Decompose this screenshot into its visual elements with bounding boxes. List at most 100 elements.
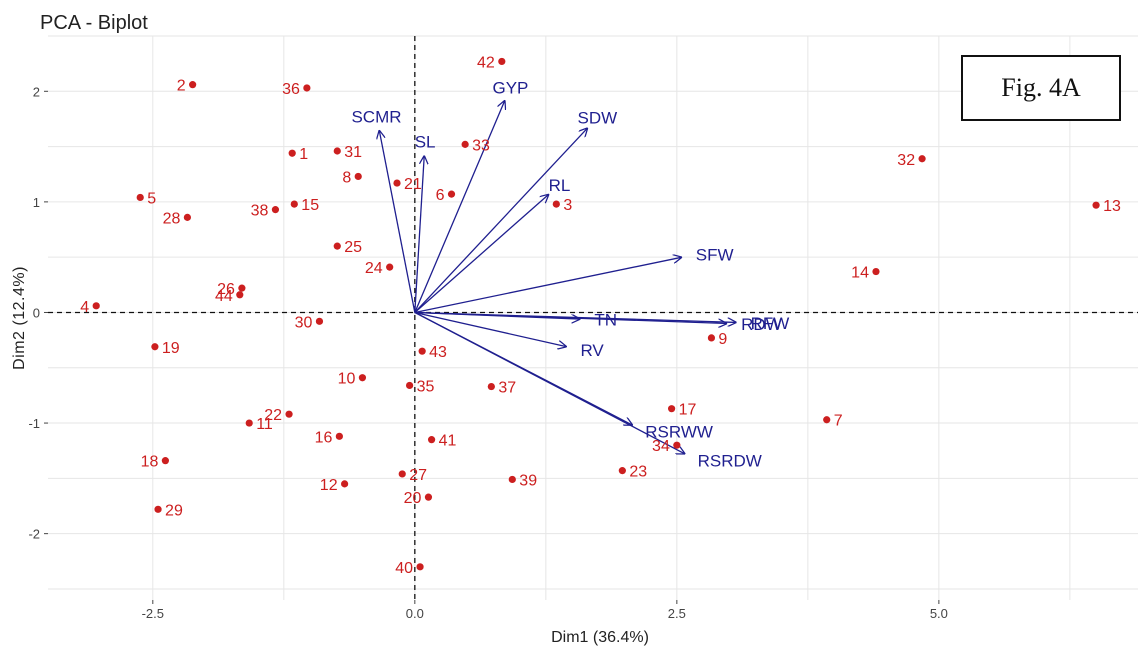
individual-point <box>358 374 367 382</box>
individual-point <box>673 441 681 449</box>
variable-arrow <box>379 130 416 313</box>
individual-point <box>238 284 246 292</box>
variable-label: RV <box>580 341 604 360</box>
variable-arrow <box>414 311 727 323</box>
individual-label: 41 <box>439 433 457 450</box>
individual-label: 42 <box>477 54 495 71</box>
individual-label: 43 <box>429 344 447 361</box>
individual-point <box>823 416 831 424</box>
individual-label: 44 <box>215 288 233 305</box>
x-tick-label: 2.5 <box>668 606 686 621</box>
variable-label: RL <box>549 176 571 195</box>
individual-label: 30 <box>295 314 313 331</box>
variable-arrow <box>414 311 567 346</box>
y-tick-label: 0 <box>33 305 40 320</box>
individual-point <box>151 343 159 351</box>
x-tick-label: -2.5 <box>142 606 164 621</box>
individual-point <box>418 347 426 355</box>
individual-label: 39 <box>519 472 537 489</box>
individual-label: 1 <box>299 146 308 163</box>
individual-point <box>918 155 926 163</box>
individual-label: 6 <box>436 187 445 204</box>
individual-label: 40 <box>395 560 413 577</box>
individual-label: 8 <box>342 169 351 186</box>
individual-label: 24 <box>365 260 383 277</box>
individual-point <box>405 381 414 390</box>
individual-point <box>288 149 296 157</box>
variable-label: RFW <box>751 314 790 333</box>
y-tick-label: -1 <box>28 416 40 431</box>
individual-label: 16 <box>315 429 333 446</box>
individual-label: 22 <box>264 407 282 424</box>
variable-arrow <box>414 155 424 313</box>
individual-point <box>552 200 560 208</box>
variable-label: SFW <box>696 245 734 264</box>
individual-label: 21 <box>404 176 422 193</box>
y-axis-label: Dim2 (12.4%) <box>11 266 28 370</box>
variable-label: TN <box>594 311 617 330</box>
variable-label: SDW <box>577 109 617 128</box>
individual-label: 33 <box>472 137 490 154</box>
individual-point <box>427 436 436 444</box>
variable-label: GYP <box>492 78 528 97</box>
individual-point <box>498 57 506 66</box>
individual-label: 36 <box>282 81 300 98</box>
individual-label: 12 <box>320 477 338 494</box>
individual-point <box>354 172 362 181</box>
individual-label: 38 <box>251 203 269 220</box>
individual-point <box>618 467 626 475</box>
individual-label: 4 <box>80 299 89 316</box>
y-tick-label: -2 <box>28 527 40 542</box>
variable-arrow <box>414 128 588 313</box>
individual-label: 18 <box>141 454 159 471</box>
individual-point <box>341 480 349 488</box>
individual-point <box>189 81 197 89</box>
individual-point <box>872 267 880 276</box>
individual-point <box>668 405 676 413</box>
individual-label: 27 <box>409 467 427 484</box>
variable-label: SCMR <box>351 107 401 126</box>
y-tick-label: 2 <box>33 84 40 99</box>
reference-lines <box>48 36 1138 600</box>
individual-label: 37 <box>498 380 516 397</box>
chart-title: PCA - Biplot <box>40 12 148 34</box>
individual-label: 13 <box>1103 198 1121 215</box>
individual-point <box>335 432 343 440</box>
individual-label: 3 <box>563 197 572 214</box>
individual-label: 10 <box>338 371 356 388</box>
variable-label: RSRDW <box>698 452 762 471</box>
variable-label: SL <box>415 132 436 151</box>
figure-label: Fig. 4A <box>1001 73 1081 102</box>
individual-point <box>386 263 394 271</box>
individual-point <box>303 84 311 92</box>
individual-point <box>285 410 293 418</box>
individual-label: 31 <box>344 144 362 161</box>
individual-label: 26 <box>217 281 235 298</box>
individual-point <box>183 213 191 221</box>
individual-label: 11 <box>256 416 273 433</box>
individual-point <box>416 563 424 571</box>
individual-label: 23 <box>629 464 647 481</box>
variable-arrow <box>414 311 685 454</box>
variable-arrow <box>414 100 505 313</box>
individual-point <box>315 317 324 325</box>
individual-label: 25 <box>344 239 362 256</box>
individual-label: 28 <box>163 210 181 227</box>
individual-label: 5 <box>147 190 156 207</box>
x-tick-label: 5.0 <box>930 606 948 621</box>
individual-point <box>393 179 401 187</box>
individual-point <box>461 140 469 148</box>
individual-point <box>1092 201 1100 209</box>
individual-label: 17 <box>679 402 697 419</box>
individual-label: 19 <box>162 340 180 357</box>
individual-point <box>290 200 298 208</box>
individual-point <box>424 493 433 501</box>
individual-point <box>271 206 280 214</box>
individual-label: 35 <box>417 378 435 395</box>
y-tick-label: 1 <box>33 195 40 210</box>
individual-point <box>236 291 244 299</box>
